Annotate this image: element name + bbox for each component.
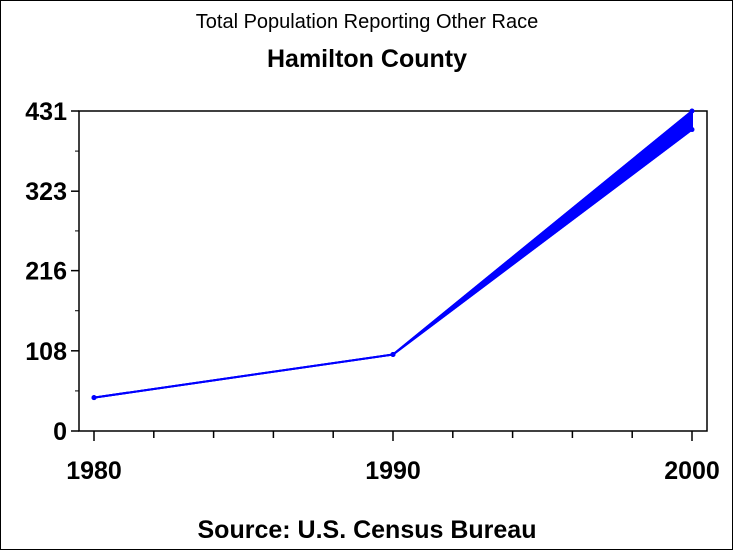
series-line-lower xyxy=(93,128,693,399)
y-tick-label: 431 xyxy=(25,98,67,126)
x-tick-label: 2000 xyxy=(664,457,720,485)
y-tick-label: 216 xyxy=(25,258,67,286)
y-tick-label: 0 xyxy=(53,418,67,446)
chart-subtitle: Hamilton County xyxy=(267,45,467,73)
chart-title: Total Population Reporting Other Race xyxy=(196,11,538,33)
y-tick-label: 108 xyxy=(25,338,67,366)
x-tick-label: 1990 xyxy=(365,457,421,485)
data-point xyxy=(390,352,396,358)
y-tick-label: 323 xyxy=(25,178,67,206)
chart-footnote: Source: U.S. Census Bureau xyxy=(198,516,537,544)
data-point xyxy=(91,395,97,401)
data-point xyxy=(689,108,695,114)
x-tick-label: 1980 xyxy=(66,457,122,485)
plot-frame xyxy=(78,110,708,432)
data-point xyxy=(689,127,695,133)
